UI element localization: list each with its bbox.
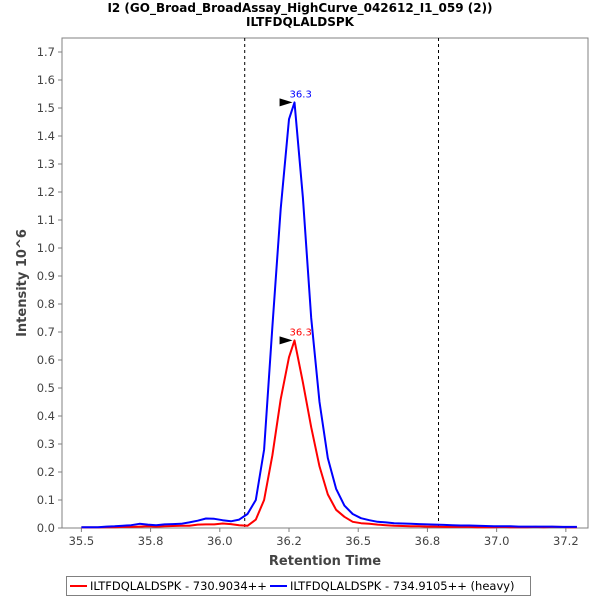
- y-tick-label: 1.2: [37, 185, 55, 199]
- y-tick-label: 0.4: [37, 409, 55, 423]
- plot-area: [61, 37, 589, 529]
- y-axis-label: Intensity 10^6: [15, 229, 30, 337]
- chromatogram-chart: 0.0 0.1 0.2 0.3 0.4 0.5 0.6 0.7 0.8 0.9 1.0 1.1 1.2 1…: [15, 37, 589, 569]
- x-tick-label: 37.2: [553, 534, 579, 548]
- y-tick-label: 1.3: [37, 157, 55, 171]
- x-tick-label: 36.0: [207, 534, 233, 548]
- chart-subtitle: ILTFDQLALDSPK: [246, 15, 354, 29]
- y-tick-label: 0.7: [37, 325, 55, 339]
- peak-arrow-heavy: [279, 98, 293, 107]
- y-tick-label: 1.4: [37, 129, 55, 143]
- y-tick-label: 0.5: [37, 381, 55, 395]
- peak-label-light: 36.3: [290, 327, 312, 338]
- y-tick-label: 1.7: [37, 45, 55, 59]
- legend-item-heavy: ILTFDQLALDSPK - 734.9105++ (heavy): [267, 579, 515, 593]
- y-tick-label: 0.8: [37, 297, 55, 311]
- y-tick-label: 0.2: [37, 465, 55, 479]
- y-tick-label: 0.3: [37, 437, 55, 451]
- y-tick-label: 0.9: [37, 269, 55, 283]
- legend-label-heavy: ILTFDQLALDSPK - 734.9105++ (heavy): [289, 579, 515, 593]
- y-tick-label: 0.0: [37, 521, 55, 535]
- y-tick-label: 1.1: [37, 213, 55, 227]
- peak-arrow-light: [279, 336, 293, 345]
- y-tick-label: 1.0: [37, 241, 55, 255]
- y-tick-label: 1.6: [37, 73, 55, 87]
- x-tick-label: 36.5: [345, 534, 371, 548]
- legend-swatch-light: [70, 585, 87, 587]
- legend-swatch-heavy: [269, 585, 287, 587]
- y-tick-label: 0.6: [37, 353, 55, 367]
- y-tick-label: 1.5: [37, 101, 55, 115]
- peak-label-heavy: 36.3: [290, 89, 312, 100]
- x-tick-label: 36.2: [276, 534, 302, 548]
- x-axis-label: Retention Time: [269, 554, 381, 569]
- chart-title: I2 (GO_Broad_BroadAssay_HighCurve_042612…: [107, 1, 493, 15]
- series-line-heavy: [81, 101, 577, 529]
- x-tick-label: 37.0: [484, 534, 510, 548]
- x-tick-label: 36.8: [415, 534, 441, 548]
- legend-item-light: ILTFDQLALDSPK - 730.9034++: [67, 579, 267, 593]
- x-tick-label: 35.5: [69, 534, 95, 548]
- x-tick-label: 35.8: [138, 534, 164, 548]
- legend: ILTFDQLALDSPK - 730.9034++ ILTFDQLALDSPK…: [66, 576, 531, 596]
- legend-label-light: ILTFDQLALDSPK - 730.9034++: [90, 579, 267, 593]
- y-tick-label: 0.1: [37, 493, 55, 507]
